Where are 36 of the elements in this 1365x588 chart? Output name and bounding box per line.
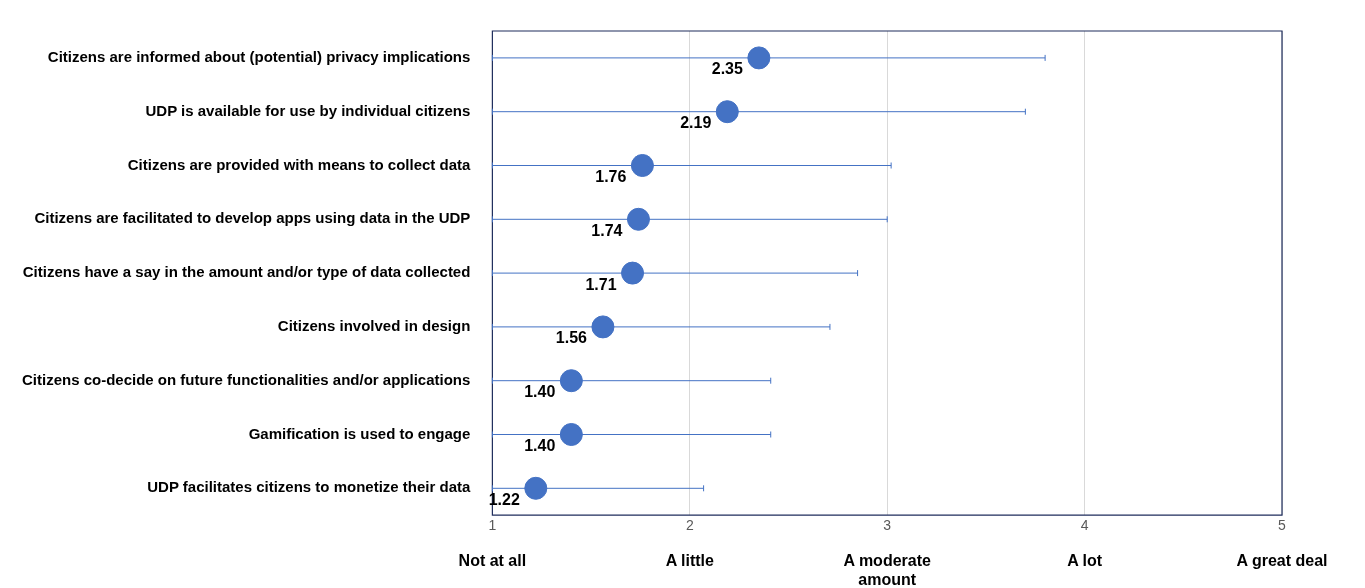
y-tick-label: Citizens are facilitated to develop apps using data in the UDP (34, 209, 471, 227)
y-tick-label: Citizens have a say in the amount and/or type of data collected (22, 263, 471, 281)
point (559, 423, 583, 446)
point (747, 46, 771, 70)
data-label: 1.40 (524, 436, 556, 454)
data-label: 2.35 (711, 60, 743, 78)
data-label: 1.76 (595, 167, 627, 185)
point (621, 261, 645, 285)
x-tick-label: 2 (685, 517, 694, 534)
y-tick-label: UDP facilitates citizens to monetize their data (147, 478, 472, 496)
point (524, 476, 548, 500)
x-tick-label: 3 (883, 517, 892, 534)
text: A moderate amount (843, 551, 931, 588)
data-label: 1.56 (555, 329, 588, 347)
x-tick-label: 1 (488, 517, 497, 534)
x-tick-label: 5 (1278, 517, 1287, 534)
point (630, 154, 654, 177)
y-tick-label: Gamification is used to engage (248, 424, 471, 442)
y-tick-label: Citizens co-decide on future functionalities and/or applications (21, 370, 471, 388)
data-label: 2.19 (680, 114, 712, 132)
text: Not at all (458, 551, 527, 569)
point (591, 315, 615, 339)
point (626, 207, 650, 231)
data-label: 1.71 (585, 275, 617, 293)
point (559, 369, 583, 393)
x-tick-label: 4 (1080, 517, 1089, 534)
y-tick-label: Citizens are informed about (potential) privacy implications (47, 48, 471, 66)
y-tick-label: Citizens involved in design (277, 317, 471, 335)
text: A little (665, 551, 715, 569)
text: A great deal (1236, 551, 1328, 569)
data-label: 1.40 (524, 383, 556, 401)
text: A lot (1067, 551, 1103, 569)
y-tick-label: UDP is available for use by individual citizens (145, 101, 471, 119)
point (715, 100, 739, 124)
y-tick-label: Citizens are provided with means to collect data (127, 155, 472, 173)
data-label: 1.74 (591, 221, 623, 239)
